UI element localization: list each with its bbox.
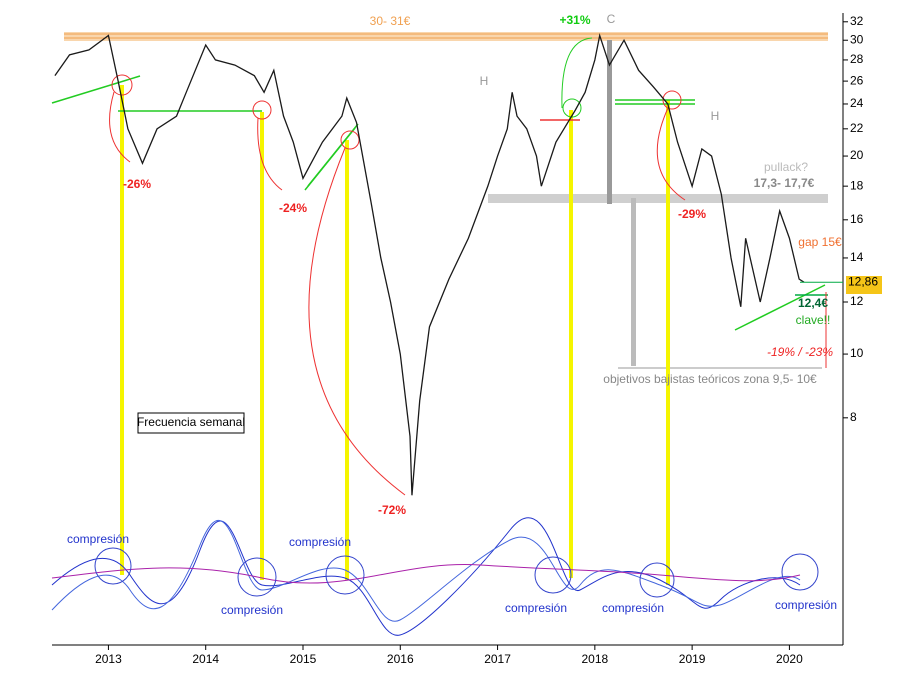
x-tick-label: 2014 [192, 652, 219, 666]
y-tick-label: 12 [850, 294, 864, 308]
y-tick-label: 14 [850, 250, 864, 264]
price-line [54, 32, 805, 496]
annotation: pullack? [764, 160, 808, 174]
oscillator-label: compresión [602, 601, 664, 615]
x-tick-label: 2013 [95, 652, 122, 666]
annotation: -19% / -23% [767, 345, 833, 359]
gray-bar [607, 40, 612, 204]
y-tick-label: 20 [850, 148, 864, 162]
annotation: 12,4€ [798, 296, 828, 310]
x-tick-label: 2015 [290, 652, 317, 666]
y-tick-label: 8 [850, 410, 857, 424]
annotation: clave!! [796, 313, 831, 327]
annotation: H [480, 74, 489, 88]
oscillator-label: compresión [505, 601, 567, 615]
signal-lines [120, 85, 670, 585]
annotation: gap 15€ [798, 235, 842, 249]
annotation: Frecuencia semanal [137, 415, 245, 429]
y-tick-label: 16 [850, 212, 864, 226]
y-tick-label: 26 [850, 73, 864, 87]
y-tick-label: 24 [850, 96, 864, 110]
y-tick-label: 32 [850, 14, 864, 28]
gray-bar [631, 198, 636, 366]
x-tick-label: 2018 [581, 652, 608, 666]
annotation: -26% [123, 177, 151, 191]
y-tick-label: 30 [850, 32, 864, 46]
annotation: -24% [279, 201, 307, 215]
x-tick-label: 2016 [387, 652, 414, 666]
annotation: -72% [378, 503, 406, 517]
resistance-band [64, 32, 828, 41]
trend-lines [51, 75, 828, 331]
annotation: C [607, 12, 616, 26]
note-box [137, 412, 245, 434]
annotation: objetivos bajistas teóricos zona 9,5- 10… [603, 372, 817, 386]
y-tick-label: 10 [850, 346, 864, 360]
oscillator-label: compresión [775, 598, 837, 612]
markers [109, 37, 827, 496]
last-price-label: 12,86 [848, 274, 878, 288]
annotation: H [711, 109, 720, 123]
y-tick-label: 18 [850, 178, 864, 192]
x-tick-label: 2017 [484, 652, 511, 666]
oscillator-label: compresión [221, 603, 283, 617]
y-tick-label: 28 [850, 52, 864, 66]
annotation: 30- 31€ [370, 14, 411, 28]
annotation: 17,3- 17,7€ [754, 176, 815, 190]
annotation: -29% [678, 207, 706, 221]
x-tick-label: 2020 [776, 652, 803, 666]
oscillator-label: compresión [67, 532, 129, 546]
y-tick-label: 22 [850, 121, 864, 135]
last-price-box [846, 276, 882, 294]
annotation: +31% [559, 13, 590, 27]
oscillator-label: compresión [289, 535, 351, 549]
pullback-band [488, 194, 828, 203]
oscillator [51, 517, 819, 636]
x-tick-label: 2019 [679, 652, 706, 666]
